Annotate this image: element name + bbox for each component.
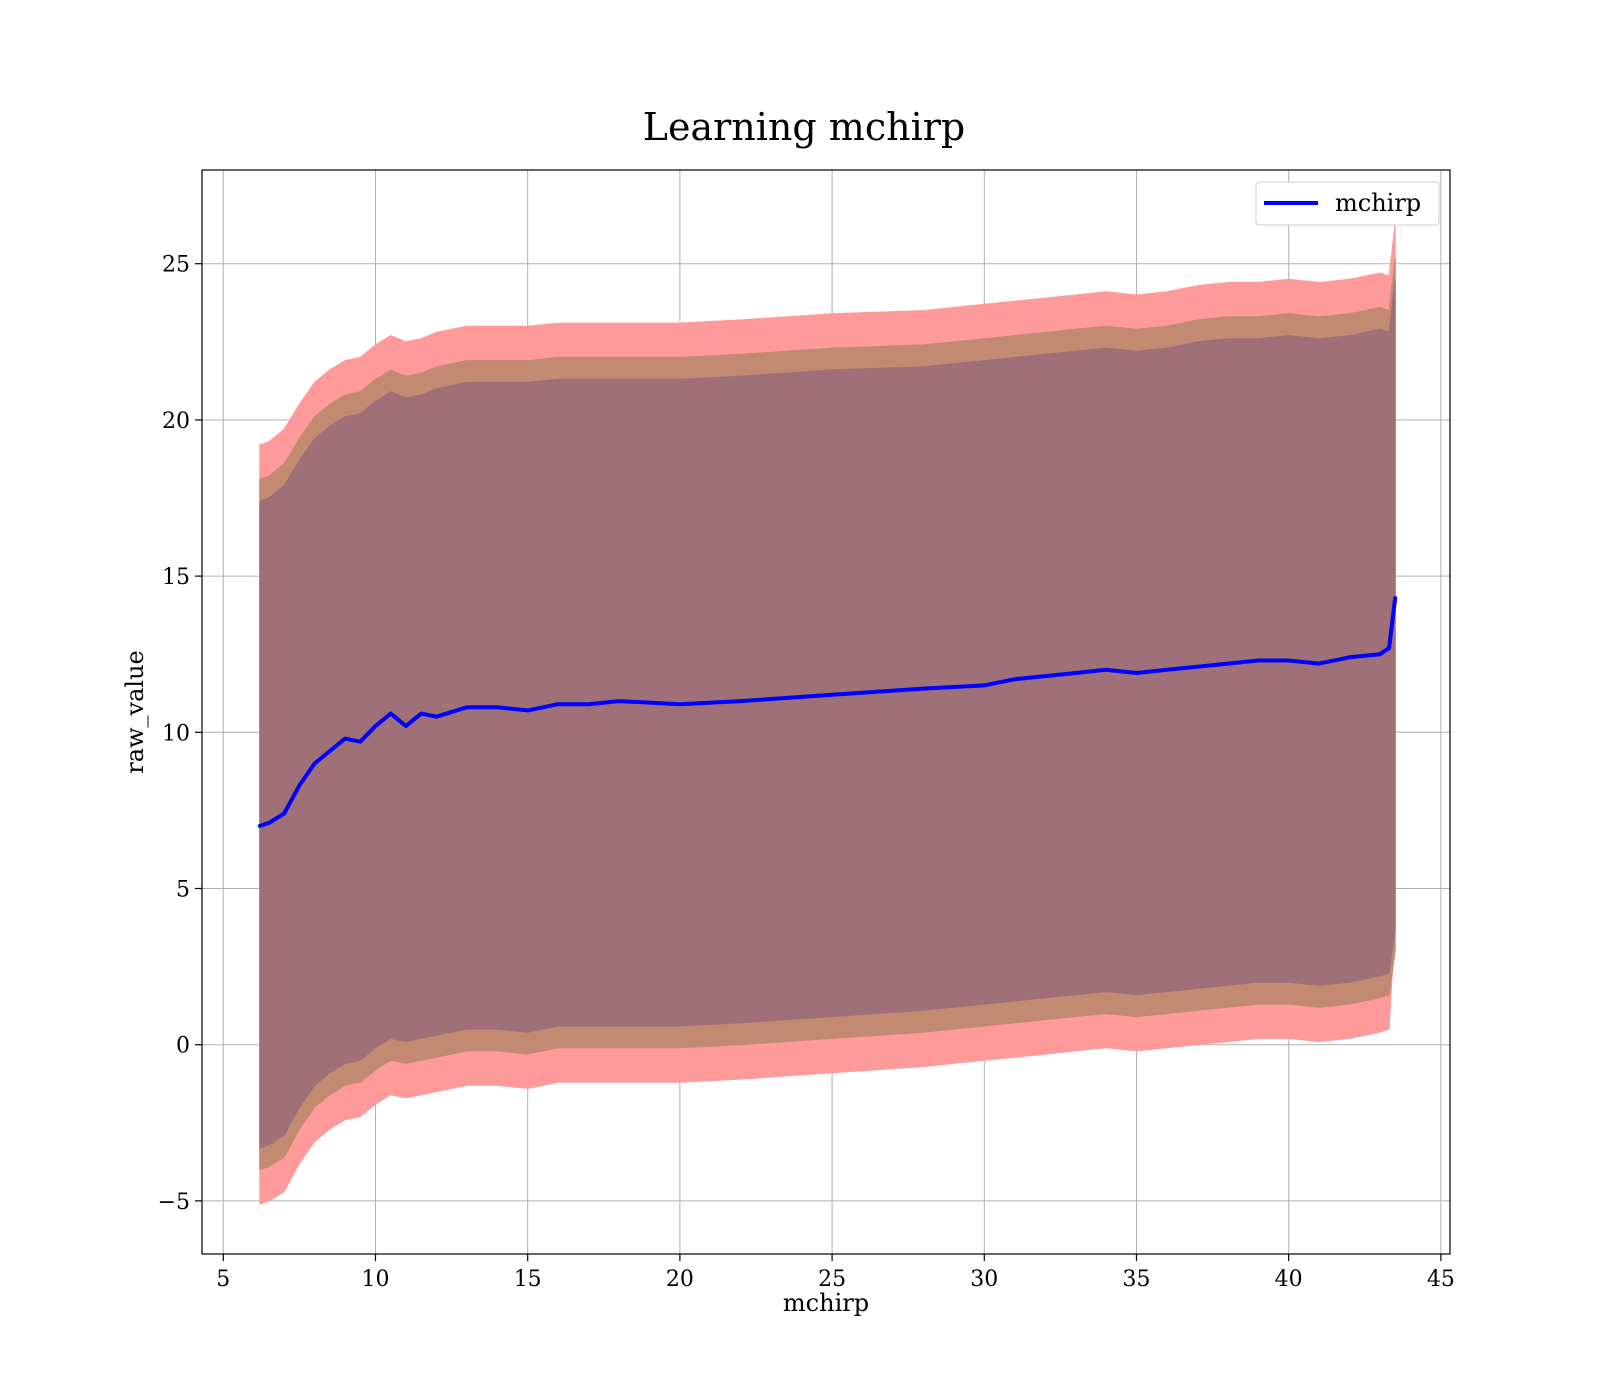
chart-title: Learning mchirp: [643, 105, 965, 149]
axes-frame: [201, 169, 1451, 1255]
y-axis-label: raw_value: [121, 650, 149, 774]
y-tick-label: 25: [162, 253, 190, 278]
x-tick-label: 5: [216, 1267, 230, 1292]
series-line-mchirp: [257, 596, 1398, 828]
y-tick-label: 0: [176, 1034, 190, 1059]
x-tick-label: 10: [362, 1267, 390, 1292]
x-tick-label: 30: [970, 1267, 998, 1292]
legend-label-mchirp: mchirp: [1335, 189, 1421, 217]
x-tick-label: 45: [1427, 1267, 1455, 1292]
x-tick-label: 35: [1122, 1267, 1150, 1292]
y-axis-ticks: −5 0 5 10 15 20 25: [158, 253, 202, 1215]
y-tick-label: 5: [176, 878, 190, 903]
band-inner: [259, 279, 1396, 1149]
x-axis-label: mchirp: [783, 1289, 869, 1317]
x-tick-label: 40: [1275, 1267, 1303, 1292]
confidence-bands: [259, 223, 1396, 1205]
y-tick-label: 15: [162, 565, 190, 590]
x-tick-label: 15: [514, 1267, 542, 1292]
y-tick-label: −5: [158, 1190, 190, 1215]
legend-box: [1255, 181, 1440, 226]
plot-area: [202, 170, 1450, 1254]
y-tick-label: 20: [162, 409, 190, 434]
legend: mchirp: [1255, 181, 1440, 226]
y-tick-label: 10: [162, 721, 190, 746]
x-axis-ticks: 5 10 15 20 25 30 35 40 45: [216, 1254, 1455, 1292]
x-tick-label: 25: [818, 1267, 846, 1292]
x-tick-label: 20: [666, 1267, 694, 1292]
series-lines: [257, 596, 1398, 828]
